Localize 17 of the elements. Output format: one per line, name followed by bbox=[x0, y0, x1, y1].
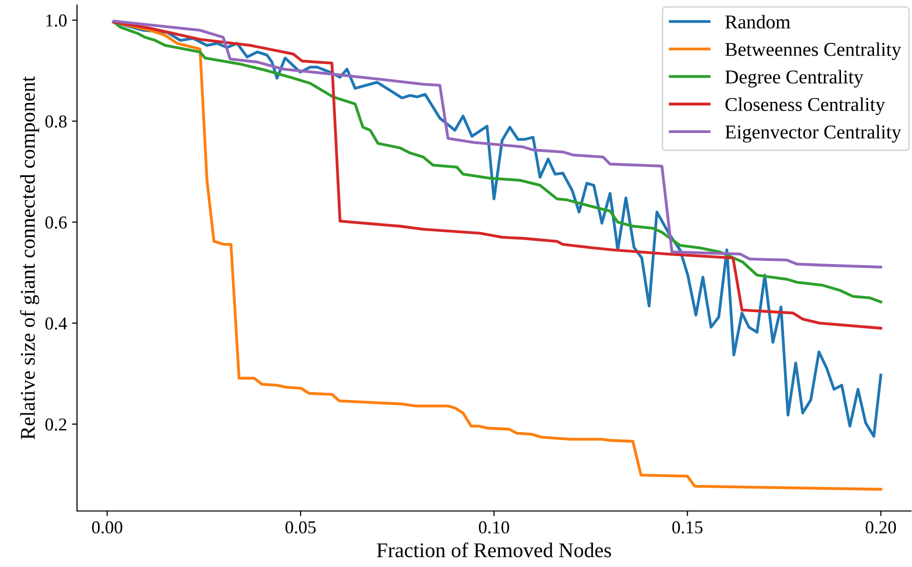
legend-label: Degree Centrality bbox=[725, 70, 864, 88]
x-tick-label: 0.20 bbox=[866, 521, 896, 534]
y-tick-label: 1.0 bbox=[46, 14, 67, 27]
x-tick-label: 0.05 bbox=[285, 521, 316, 534]
x-axis-title: Fraction of Removed Nodes bbox=[376, 542, 611, 558]
y-axis-title: Relative size of giant connected component bbox=[20, 76, 40, 440]
y-tick-label: 0.2 bbox=[45, 418, 66, 431]
x-tick-label: 0.15 bbox=[672, 521, 703, 534]
y-tick-label: 0.8 bbox=[45, 115, 67, 128]
legend-label: Random bbox=[725, 14, 790, 29]
x-tick-label: 0.00 bbox=[92, 521, 122, 534]
y-tick-label: 0.6 bbox=[45, 216, 67, 229]
x-tick-label: 0.10 bbox=[478, 521, 510, 534]
legend-label: Closeness Centrality bbox=[726, 97, 886, 116]
y-tick-label: 0.4 bbox=[45, 317, 67, 330]
legend-label: Betweennes Centrality bbox=[725, 42, 902, 60]
legend-label: Eigenvector Centrality bbox=[725, 124, 902, 143]
